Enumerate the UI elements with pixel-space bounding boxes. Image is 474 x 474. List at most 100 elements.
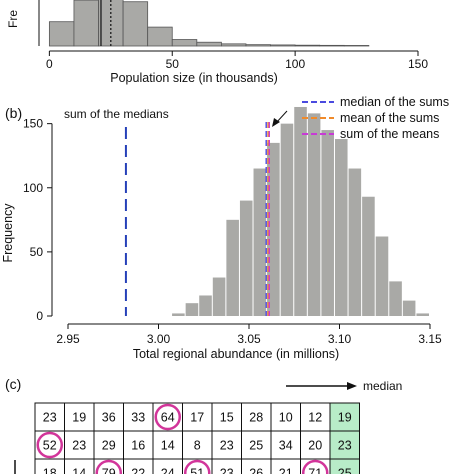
panel-a-median-mean-lines [100, 0, 112, 46]
panel-a-bar-6 [196, 41, 222, 47]
panel-a-bar-3 [122, 1, 149, 47]
table-cell-value-r2-c5: 51 [190, 467, 204, 474]
panel-a-bar-1 [73, 0, 99, 47]
table-cell-value-r1-c7: 25 [249, 439, 263, 453]
panel-b-bar-8 [267, 142, 280, 316]
table-cell-value-r1-c6: 23 [220, 439, 234, 453]
table-cell-value-r1-c2: 29 [102, 439, 116, 453]
table-cell-value-r0-c4: 64 [161, 411, 175, 425]
legend-pointer-arrow [272, 110, 288, 127]
panel-b-bar-3 [199, 295, 212, 316]
panel-b-bar-9 [280, 123, 294, 316]
circled-outlier-r1-c0 [36, 431, 63, 459]
table-cell-value-r2-c4: 24 [161, 467, 175, 474]
table-cell-r0-c4 [152, 402, 183, 432]
median-table: 23 19 36 33 64 17 15 28 10 12 19 52 23 29 16 14 8 23 25 34 2… [34, 402, 360, 474]
table-cell-value-r0-c8: 10 [279, 411, 293, 425]
panel-a-bar-4 [147, 26, 173, 47]
panel-a-bar-10 [294, 44, 321, 47]
table-cell-value-r1-c3: 16 [131, 439, 145, 453]
table-cell-value-r2-c9: 71 [308, 467, 322, 474]
circled-outlier-r0-c4 [154, 403, 181, 431]
table-cell-value-r0-c7: 28 [249, 411, 263, 425]
panel-a-x-tick-label-0: 0 [46, 57, 53, 71]
table-cell-value-r0-c5: 17 [190, 411, 204, 425]
panel-b: (b) 2.95 3.00 3.05 3.10 3.15 0 50 100 150 sum o… [1, 95, 449, 361]
table-cell-r1-c0 [34, 430, 65, 460]
panel-b-bar-10 [294, 106, 307, 316]
table-cell-value-r0-c3: 33 [131, 411, 145, 425]
table-cell-r1-c2 [93, 430, 124, 460]
table-cell-value-r0-c2: 36 [102, 411, 116, 425]
table-cell-value-r2-c10: 25 [338, 467, 352, 474]
panel-c: (c) median 23 19 36 33 64 17 15 28 10 12 19 52 23 29 1… [5, 376, 402, 474]
panel-b-bar-6 [239, 200, 253, 316]
median-arrow-label: median [363, 379, 402, 393]
panel-a-x-tick-label-1: 50 [166, 57, 180, 71]
panel-b-y-ticks: 0 50 100 150 [23, 117, 52, 323]
panel-b-x-tick-label-1: 3.00 [147, 332, 171, 346]
panel-b-bar-17 [389, 281, 402, 316]
panel-b-bar-11 [307, 113, 321, 316]
panel-b-bar-14 [348, 168, 362, 316]
panel-b-bar-16 [375, 236, 389, 316]
table-cell-value-r2-c7: 26 [249, 467, 263, 474]
panel-b-y-axis-label: Frequency [1, 203, 15, 263]
table-cell-r1-c1 [64, 430, 95, 460]
panel-b-x-tick-label-4: 3.15 [418, 332, 442, 346]
panel-b-y-tick-label-0: 0 [36, 309, 43, 323]
panel-c-label: (c) [5, 376, 21, 392]
panel-b-bar-7 [253, 168, 267, 316]
panel-b-y-tick-label-3: 150 [23, 117, 43, 131]
panel-b-bar-1 [172, 313, 185, 316]
table-cell-value-r1-c10: 23 [338, 439, 352, 453]
panel-a-bar-11 [319, 44, 345, 47]
panel-b-x-ticks: 2.95 3.00 3.05 3.10 3.15 [56, 324, 442, 346]
panel-b-x-tick-label-3: 3.10 [328, 332, 352, 346]
panel-b-y-tick-label-1: 50 [30, 245, 44, 259]
sum-of-medians-label: sum of the medians [64, 107, 169, 121]
table-cell-value-r2-c3: 22 [131, 467, 145, 474]
panel-a-x-tick-label-2: 100 [285, 57, 305, 71]
table-cell-value-r2-c2: 79 [102, 467, 116, 474]
panel-a-bar-12 [343, 45, 370, 47]
table-cell-r0-c10 [329, 402, 360, 432]
panel-b-bar-2 [185, 303, 199, 316]
table-cell-value-r1-c4: 14 [161, 439, 175, 453]
table-cell-value-r2-c8: 21 [279, 467, 293, 474]
panel-b-bar-5 [226, 219, 239, 316]
panel-b-bar-4 [212, 277, 226, 316]
panel-b-bar-13 [334, 139, 348, 316]
table-cell-r0-c2 [93, 402, 124, 432]
panel-b-bar-15 [362, 196, 375, 316]
panel-a-bar-2 [98, 0, 124, 47]
table-cell-value-r0-c9: 12 [308, 411, 322, 425]
circled-outlier-r2-c5 [184, 459, 211, 474]
panel-a-bar-8 [245, 44, 271, 47]
panel-b-bar-19 [416, 313, 429, 316]
table-cell-value-r2-c1: 14 [72, 467, 86, 474]
panel-a-bar-7 [220, 43, 247, 47]
table-cell-value-r1-c9: 20 [308, 439, 322, 453]
panel-b-reference-lines [124, 122, 270, 316]
table-cell-value-r2-c0: 18 [43, 467, 57, 474]
table-cell-value-r1-c5: 8 [194, 439, 201, 453]
panel-a-bars [48, 0, 370, 47]
table-cell-r1-c10 [329, 430, 360, 460]
legend-label-1: mean of the sums [340, 111, 439, 125]
panel-b-x-tick-label-2: 3.05 [237, 332, 261, 346]
table-cell-value-r1-c8: 34 [279, 439, 293, 453]
panel-b-bar-18 [402, 300, 416, 316]
panel-b-label: (b) [5, 105, 22, 121]
panel-b-legend: median of the sums mean of the sums sum of… [302, 95, 449, 141]
table-cell-value-r0-c0: 23 [43, 411, 57, 425]
table-cell-value-r1-c1: 23 [72, 439, 86, 453]
panel-a-x-tick-label-3: 150 [408, 57, 428, 71]
panel-a-x-axis-label: Population size (in thousands) [110, 71, 277, 85]
panel-b-bar-12 [321, 130, 334, 316]
table-cell-value-r0-c6: 15 [220, 411, 234, 425]
table-cell-r2-c10 [329, 458, 360, 474]
legend-label-0: median of the sums [340, 95, 449, 109]
table-cell-value-r2-c6: 23 [220, 467, 234, 474]
